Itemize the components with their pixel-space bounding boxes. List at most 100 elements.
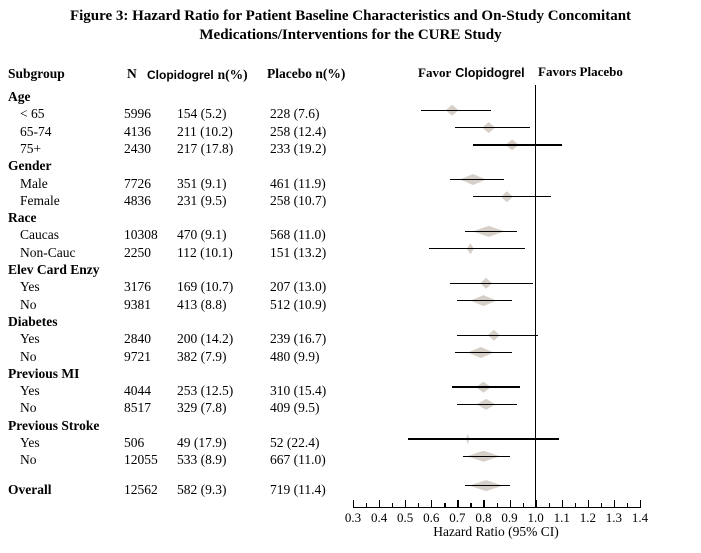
ci-line <box>473 144 562 146</box>
subgroup-label: Yes <box>20 435 40 450</box>
axis-tick-label: 0.5 <box>397 510 414 525</box>
group-row: Race <box>0 210 701 227</box>
subgroup-label: No <box>20 296 37 312</box>
table-row: Female 4836 231 (9.5) 258 (10.7) <box>0 193 701 210</box>
n-value: 10308 <box>124 227 158 243</box>
clopidogrel-value: 533 (8.9) <box>177 452 227 468</box>
table-row: Yes 506 49 (17.9) 52 (22.4) <box>0 435 701 452</box>
clopidogrel-value: 49 (17.9) <box>177 435 227 450</box>
n-value: 3176 <box>124 279 151 295</box>
ci-line <box>428 248 526 250</box>
placebo-value: 310 (15.4) <box>270 383 327 399</box>
figure-title-line2: Medications/Interventions for the CURE S… <box>199 27 502 43</box>
axis-tick-label: 1.0 <box>527 510 544 525</box>
subgroup-label: 65-74 <box>20 123 52 139</box>
axis-minor-tick <box>626 503 629 507</box>
table-row: Yes 3176 169 (10.7) 207 (13.0) <box>0 279 701 296</box>
ci-line <box>462 455 510 457</box>
axis-minor-tick <box>574 503 576 507</box>
placebo-value: 667 (11.0) <box>270 452 326 468</box>
axis-minor-tick <box>522 503 524 507</box>
axis-major-tick <box>431 500 433 507</box>
n-value: 4136 <box>124 123 151 139</box>
clopidogrel-value: 413 (8.8) <box>177 296 227 312</box>
axis-minor-tick <box>418 503 420 507</box>
clopidogrel-value: 382 (7.9) <box>177 348 227 364</box>
placebo-value: 151 (13.2) <box>270 244 327 260</box>
axis-minor-tick <box>392 503 394 507</box>
subgroup-label: Yes <box>20 383 40 399</box>
axis-tick-label: 1.2 <box>579 510 596 525</box>
placebo-value: 258 (10.7) <box>270 192 327 208</box>
group-row: Diabetes <box>0 314 701 331</box>
placebo-value: 480 (9.9) <box>270 348 320 364</box>
axis-tick-label: 1.1 <box>553 510 570 525</box>
ci-line <box>407 438 560 440</box>
table-row: No 8517 329 (7.8) 409 (9.5) <box>0 400 701 417</box>
placebo-value: 228 (7.6) <box>270 106 320 122</box>
ci-line <box>449 178 505 181</box>
clopidogrel-value: 582 (9.3) <box>177 481 227 497</box>
axis-tick-label: 1.3 <box>605 510 623 525</box>
clopidogrel-value: 351 (9.1) <box>177 175 227 191</box>
reference-line <box>534 85 537 508</box>
group-row: Age <box>0 89 701 106</box>
clopidogrel-value: 253 (12.5) <box>177 383 234 399</box>
n-value: 4836 <box>124 192 151 208</box>
placebo-value: 258 (12.4) <box>270 123 327 139</box>
axis-tick-label: 0.8 <box>475 510 492 525</box>
axis-major-tick <box>405 500 407 507</box>
placebo-value: 568 (11.0) <box>270 227 326 243</box>
group-row: Gender <box>0 158 701 175</box>
table-row: Non-Cauc 2250 112 (10.1) 151 (13.2) <box>0 245 701 262</box>
n-value: 2430 <box>124 140 151 156</box>
axis-major-tick <box>561 500 563 507</box>
n-value: 8517 <box>124 400 151 416</box>
column-header-clopidogrel-drug: Clopidogrel <box>147 68 214 82</box>
table-row: 65-74 4136 211 (10.2) 258 (12.4) <box>0 124 701 141</box>
group-row: Previous Stroke <box>0 418 701 435</box>
table-row: No 9721 382 (7.9) 480 (9.9) <box>0 349 701 366</box>
subgroup-label: Overall <box>8 481 52 497</box>
axis-major-tick <box>509 500 511 507</box>
axis-major-tick <box>613 500 616 507</box>
axis-tick-label: 0.9 <box>501 510 518 525</box>
ci-line <box>452 386 520 388</box>
clopidogrel-value: 329 (7.8) <box>177 400 227 416</box>
table-row: Yes 2840 200 (14.2) 239 (16.7) <box>0 331 701 348</box>
placebo-value: 207 (13.0) <box>270 279 327 295</box>
placebo-value: 409 (9.5) <box>270 400 320 416</box>
n-value: 4044 <box>124 383 151 399</box>
clopidogrel-value: 470 (9.1) <box>177 227 227 243</box>
table-row: 75+ 2430 217 (17.8) 233 (19.2) <box>0 141 701 158</box>
subgroup-label: Diabetes <box>8 313 58 329</box>
table-row: No 9381 413 (8.8) 512 (10.9) <box>0 297 701 314</box>
table-row: Caucas 10308 470 (9.1) 568 (11.0) <box>0 227 701 244</box>
subgroup-label: Elev Card Enzy <box>8 262 100 277</box>
subgroup-label: Yes <box>20 331 40 347</box>
axis-tick-label: 0.4 <box>370 510 388 525</box>
axis-major-tick <box>353 500 355 507</box>
n-value: 2250 <box>124 244 151 260</box>
clopidogrel-value: 200 (14.2) <box>177 331 234 347</box>
subgroup-label: Male <box>20 175 48 191</box>
axis-major-tick <box>483 500 485 507</box>
ci-line <box>473 196 552 198</box>
subgroup-label: Previous MI <box>8 365 80 381</box>
ci-line <box>465 484 510 487</box>
ci-line <box>449 282 534 284</box>
subgroup-label: 75+ <box>20 140 42 156</box>
axis-tick-label: 1.4 <box>631 510 649 525</box>
subgroup-label: < 65 <box>20 106 45 122</box>
axis-tick-label: 0.6 <box>423 510 440 525</box>
column-header-placebo: Placebo n(%) <box>267 66 346 81</box>
axis-tick-label: 0.3 <box>344 510 362 525</box>
subgroup-label: Caucas <box>20 227 59 243</box>
n-value: 2840 <box>124 331 151 347</box>
favors-placebo-label: Favors Placebo <box>538 64 623 79</box>
column-header-clopidogrel-suffix: n(%) <box>217 67 248 82</box>
axis-major-tick <box>587 500 589 507</box>
clopidogrel-value: 169 (10.7) <box>177 279 234 295</box>
n-value: 9721 <box>124 348 151 364</box>
n-value: 7726 <box>124 175 151 191</box>
